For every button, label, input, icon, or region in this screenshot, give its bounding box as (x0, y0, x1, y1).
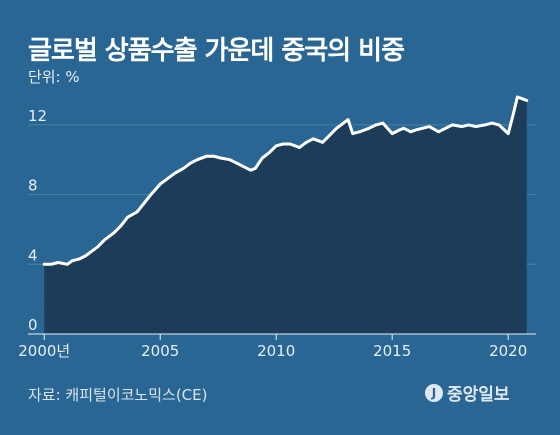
x-tick-label: 2010 (257, 342, 295, 360)
unit-label: 단위: % (28, 68, 80, 86)
x-tick-label: 2000년 (18, 342, 70, 360)
joongang-logo: J 중앙일보 (425, 380, 510, 405)
chart-title: 글로벌 상품수출 가운데 중국의 비중 (28, 36, 405, 66)
series-line (42, 95, 529, 266)
area-fill (44, 97, 527, 334)
x-tick-label: 2020 (489, 342, 527, 360)
y-tick-label: 8 (28, 177, 38, 195)
x-tick-label: 2015 (373, 342, 411, 360)
logo-text: 중앙일보 (447, 385, 510, 405)
y-tick-label: 4 (28, 246, 38, 264)
x-tick-label: 2005 (141, 342, 179, 360)
y-tick-label: 12 (28, 107, 47, 125)
source-note: 자료: 캐피털이코노믹스(CE) (28, 386, 208, 404)
y-tick-label: 0 (28, 316, 38, 334)
joongang-logo-icon: J (425, 383, 443, 402)
